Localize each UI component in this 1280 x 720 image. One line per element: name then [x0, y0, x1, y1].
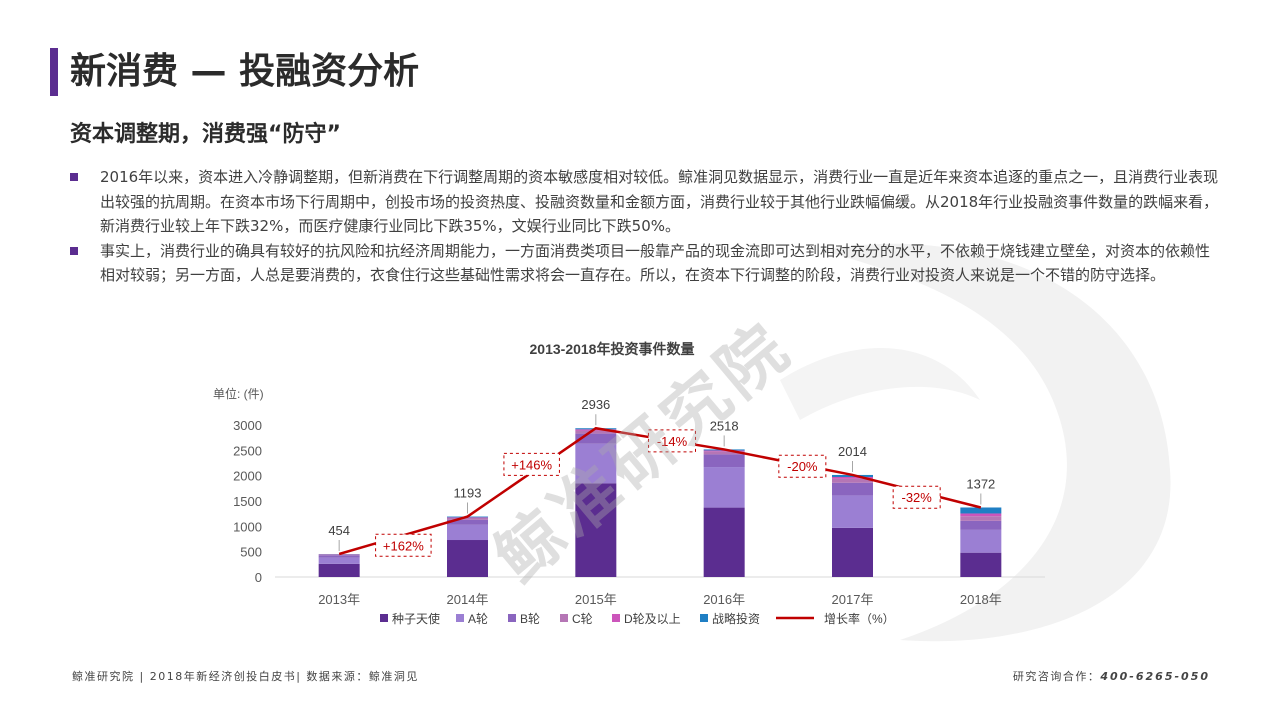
footer-contact-label: 研究咨询合作：	[1012, 670, 1101, 683]
bullet-item: 2016年以来，资本进入冷静调整期，但新消费在下行调整周期的资本敏感度相对较低。…	[70, 165, 1220, 239]
bar-segment	[960, 520, 1002, 530]
bar-segment	[832, 495, 873, 528]
bar-segment	[703, 451, 745, 455]
page-title: 新消费 — 投融资分析	[70, 51, 420, 92]
bar-segment	[832, 482, 873, 496]
legend-label: C轮	[572, 612, 593, 626]
legend-swatch	[380, 614, 388, 622]
y-tick-label: 500	[240, 545, 262, 560]
footer-source: 鲸准研究院 | 2018年新经济创投白皮书| 数据来源：鲸准洞见	[72, 670, 419, 683]
bar-segment	[832, 527, 873, 577]
growth-rate-label: -14%	[657, 434, 688, 449]
x-tick-label: 2013年	[318, 592, 360, 607]
y-tick-label: 2500	[233, 443, 262, 458]
bar-segment	[575, 443, 617, 484]
footer-contact: 研究咨询合作：400-6265-050	[1013, 668, 1210, 684]
bullet-square-icon	[70, 246, 78, 255]
total-data-label: 454	[328, 523, 350, 538]
growth-rate-label: +146%	[511, 457, 552, 472]
growth-rate-label: -20%	[787, 459, 818, 474]
total-data-label: 2936	[581, 397, 610, 412]
total-data-label: 1193	[454, 486, 482, 501]
bar-segment	[960, 507, 1002, 514]
bar-segment	[832, 478, 873, 483]
x-tick-label: 2018年	[960, 592, 1002, 607]
total-data-label: 1372	[966, 476, 995, 491]
bar-segment	[575, 433, 617, 444]
chart-title: 2013-2018年投资事件数量	[530, 341, 695, 357]
bar-segment	[318, 555, 360, 558]
bar-segment	[318, 563, 360, 577]
legend-label: B轮	[520, 612, 540, 626]
bullet-text: 2016年以来，资本进入冷静调整期，但新消费在下行调整周期的资本敏感度相对较低。…	[100, 168, 1219, 235]
bar-segment	[318, 557, 360, 564]
bullet-item: 事实上，消费行业的确具有较好的抗风险和抗经济周期能力，一方面消费类项目一般靠产品…	[70, 239, 1220, 288]
bullet-list: 2016年以来，资本进入冷静调整期，但新消费在下行调整周期的资本敏感度相对较低。…	[70, 165, 1220, 288]
x-tick-label: 2016年	[703, 592, 745, 607]
total-data-label: 2518	[710, 418, 739, 433]
bullet-text: 事实上，消费行业的确具有较好的抗风险和抗经济周期能力，一方面消费类项目一般靠产品…	[100, 241, 1211, 285]
bar-segment	[703, 454, 745, 468]
y-tick-label: 3000	[233, 418, 262, 433]
legend-swatch	[508, 614, 516, 622]
bullet-square-icon	[70, 173, 78, 181]
bar-segment	[960, 513, 1002, 517]
bar-segment	[703, 507, 745, 577]
y-tick-label: 2000	[233, 469, 262, 484]
total-data-label: 2014	[838, 444, 867, 459]
x-tick-label: 2017年	[832, 592, 874, 607]
y-tick-label: 1000	[233, 519, 262, 534]
legend-label: 种子天使	[392, 611, 440, 626]
bar-segment	[960, 516, 1002, 521]
growth-rate-label: +162%	[383, 538, 424, 553]
bar-segment	[703, 450, 745, 452]
y-tick-label: 0	[255, 570, 262, 585]
bar-segment	[447, 540, 488, 577]
section-subtitle: 资本调整期，消费强“防守”	[70, 122, 341, 147]
legend-label: 战略投资	[712, 611, 760, 626]
bar-segment	[703, 467, 745, 508]
title-accent-bar	[50, 48, 58, 96]
growth-label-box	[503, 452, 560, 476]
bar-segment	[318, 554, 360, 556]
bar-segment	[960, 552, 1002, 577]
x-tick-label: 2015年	[575, 592, 617, 607]
bar-segment	[447, 524, 488, 541]
y-axis-unit-label: 单位: (件)	[213, 386, 264, 401]
bar-segment	[960, 529, 1002, 553]
growth-rate-label: -32%	[901, 490, 932, 505]
growth-label-box	[648, 429, 696, 453]
growth-label-box	[892, 485, 941, 509]
bar-segment	[575, 430, 617, 434]
legend-swatch	[612, 614, 620, 622]
bar-segment	[447, 519, 488, 525]
bar-segment	[832, 476, 873, 479]
bar-segment	[575, 429, 617, 431]
legend-label: A轮	[468, 612, 488, 626]
legend-swatch	[560, 614, 568, 622]
growth-label-box	[375, 533, 432, 557]
y-tick-label: 1500	[233, 494, 262, 509]
legend-label: 增长率（%）	[824, 611, 895, 626]
legend-swatch	[456, 614, 464, 622]
bar-segment	[447, 517, 488, 520]
legend-swatch	[700, 614, 708, 622]
bar-segment	[575, 483, 617, 577]
legend-label: D轮及以上	[624, 612, 681, 626]
x-tick-label: 2014年	[447, 592, 489, 607]
growth-label-box	[778, 454, 827, 478]
footer-phone: 400-6265-050	[1100, 670, 1210, 683]
